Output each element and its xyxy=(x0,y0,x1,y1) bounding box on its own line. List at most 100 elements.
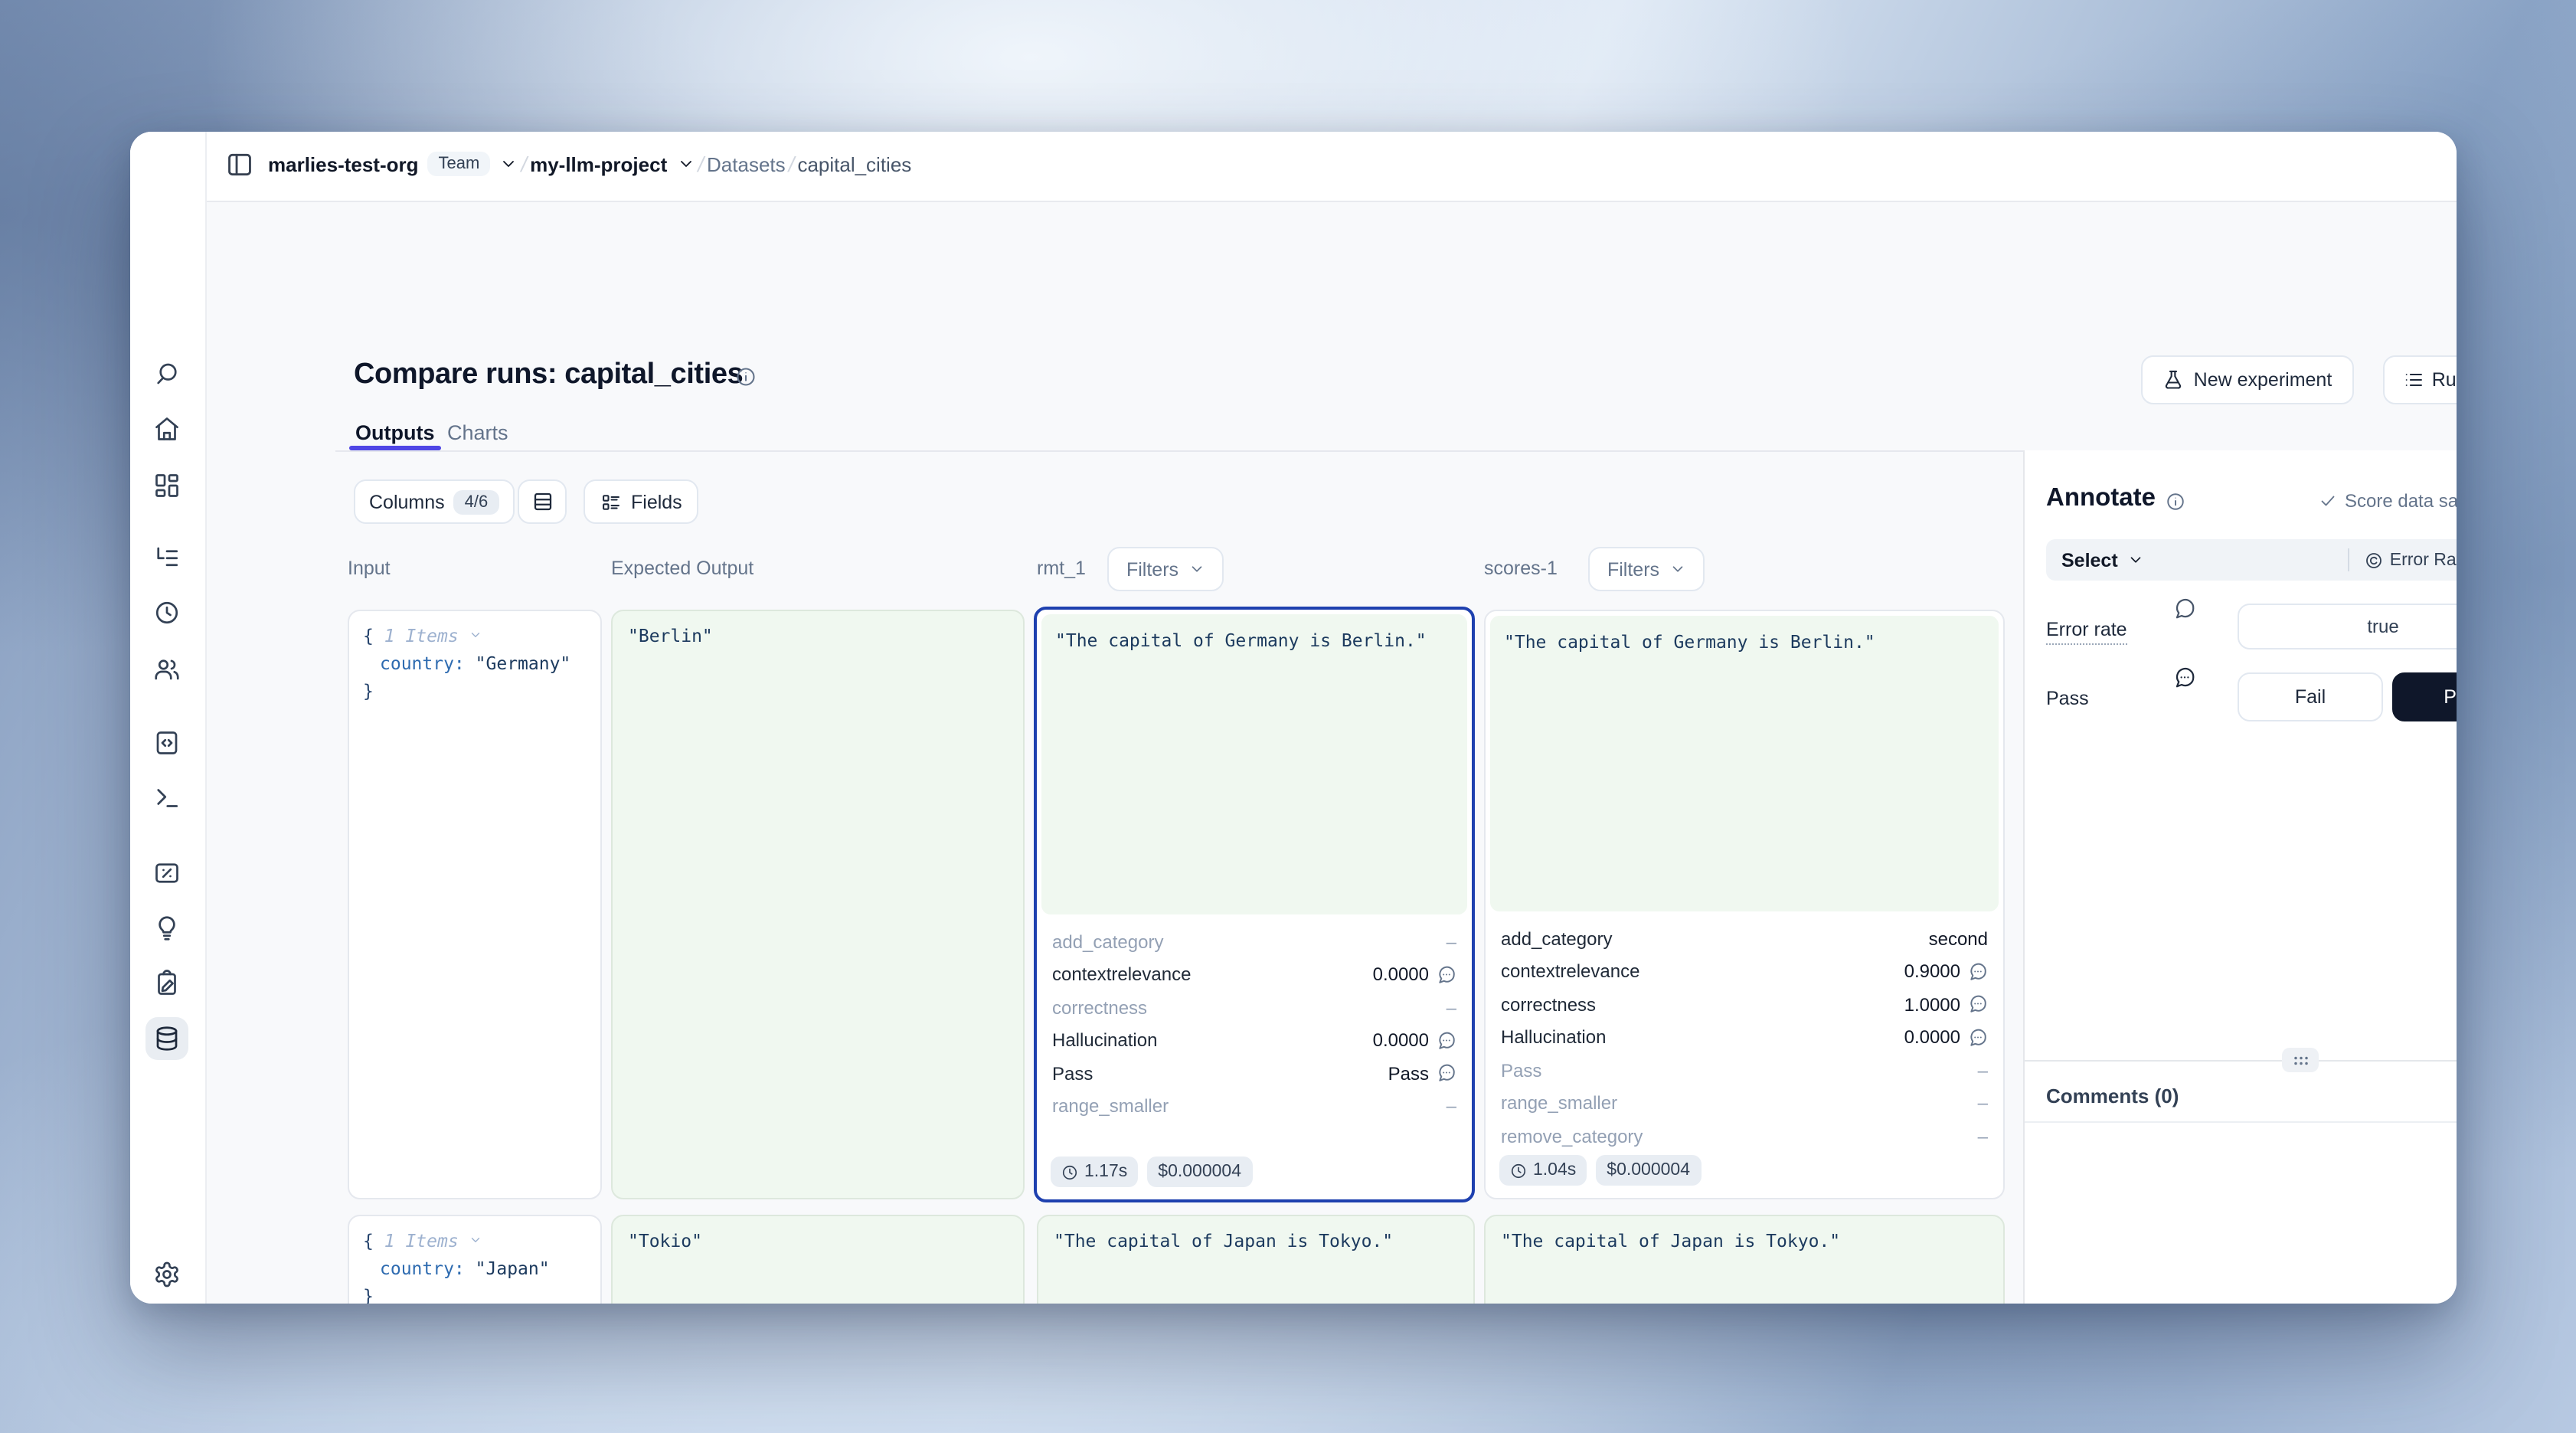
run2-filters-button[interactable]: Filters xyxy=(1588,547,1705,591)
row-height-icon xyxy=(533,492,551,511)
json-items-toggle[interactable]: 1 Items xyxy=(384,1230,459,1251)
run-output-text: "The capital of Japan is Tokyo." xyxy=(1054,1230,1394,1251)
score-comment-icon[interactable] xyxy=(1437,1064,1456,1084)
circle-c-icon xyxy=(2366,552,2382,568)
breadcrumb-separator: / xyxy=(521,152,528,176)
flask-icon xyxy=(2166,370,2182,389)
expected-output-cell-row2[interactable]: "Tokio" xyxy=(611,1215,1025,1304)
score-comment-icon[interactable] xyxy=(1968,962,1988,982)
run1-cell-row1[interactable]: "The capital of Germany is Berlin." add_… xyxy=(1034,607,1475,1202)
fields-button[interactable]: Fields xyxy=(584,479,699,524)
breadcrumb-project[interactable]: my-llm-project xyxy=(530,152,695,175)
chevron-down-icon xyxy=(680,161,691,167)
pass-fail-button[interactable]: Fail xyxy=(2238,672,2383,721)
latency-chip: 1.04s xyxy=(1499,1155,1587,1186)
chevron-down-icon xyxy=(1672,566,1682,572)
row-height-button[interactable] xyxy=(518,479,567,524)
divider xyxy=(2348,548,2350,571)
breadcrumb-dataset-name[interactable]: capital_cities xyxy=(797,152,912,175)
score-comment-icon[interactable] xyxy=(1968,995,1988,1015)
columns-count-badge: 4/6 xyxy=(453,489,499,514)
score-comment-icon[interactable] xyxy=(1968,1028,1988,1048)
runs-button[interactable]: Runs 2 xyxy=(2383,355,2457,404)
clock-icon xyxy=(1062,1164,1077,1179)
comment-bubble-dots-icon[interactable] xyxy=(2173,666,2196,689)
expected-output-cell-row1[interactable]: "Berlin" xyxy=(611,610,1025,1199)
clock-icon xyxy=(1511,1163,1526,1178)
comment-bubble-icon[interactable] xyxy=(2173,597,2196,620)
json-items-toggle[interactable]: 1 Items xyxy=(384,625,459,646)
score-select-bar: Select Error Rate Pass xyxy=(2046,539,2457,581)
json-key: country: xyxy=(380,1257,465,1279)
sidebar-toggle-icon[interactable] xyxy=(225,150,254,179)
json-value: "Germany" xyxy=(475,652,571,674)
chevron-down-icon xyxy=(472,1238,480,1242)
app-window: marlies-test-org Team / my-llm-project /… xyxy=(130,132,2457,1304)
save-status: Score data saved xyxy=(2319,490,2457,512)
tab-charts[interactable]: Charts xyxy=(447,421,508,444)
breadcrumb-datasets[interactable]: Datasets xyxy=(707,152,786,175)
app-header: marlies-test-org Team / my-llm-project /… xyxy=(130,132,2457,202)
save-status-label: Score data saved xyxy=(2345,490,2457,512)
score-comment-icon[interactable] xyxy=(1437,965,1456,985)
annotation-icon[interactable] xyxy=(145,962,188,1005)
project-name: my-llm-project xyxy=(530,152,668,175)
fields-label: Fields xyxy=(631,491,682,512)
error-rate-value-input[interactable] xyxy=(2238,604,2457,649)
info-icon[interactable] xyxy=(735,366,757,388)
comments-divider xyxy=(2025,1121,2457,1123)
run-output-text: "The capital of Germany is Berlin." xyxy=(1055,630,1427,651)
score-config-badge-error-rate[interactable]: Error Rate xyxy=(2365,551,2457,569)
chevron-down-icon xyxy=(503,161,515,167)
prompts-icon[interactable] xyxy=(145,721,188,764)
input-cell-row1[interactable]: { 1 Items country: "Germany" } xyxy=(348,610,602,1199)
panel-divider xyxy=(2025,1060,2457,1062)
datasets-icon[interactable] xyxy=(145,1017,188,1060)
sessions-icon[interactable] xyxy=(145,591,188,634)
expected-output-text: "Tokio" xyxy=(628,1230,702,1251)
comments-heading: Comments (0) xyxy=(2046,1085,2179,1107)
home-icon[interactable] xyxy=(145,407,188,450)
input-cell-row2[interactable]: { 1 Items country: "Japan" } xyxy=(348,1215,602,1304)
cost-chip: $0.000004 xyxy=(1147,1157,1253,1187)
filters-label: Filters xyxy=(1607,558,1660,580)
breadcrumb-org[interactable]: marlies-test-org Team xyxy=(268,152,518,176)
settings-gear-icon[interactable] xyxy=(145,1253,188,1296)
new-experiment-button[interactable]: New experiment xyxy=(2141,355,2354,404)
json-close-brace: } xyxy=(363,1284,374,1304)
run2-cell-row2[interactable]: "The capital of Japan is Tokyo." xyxy=(1484,1215,2005,1304)
evaluation-icon[interactable] xyxy=(145,852,188,895)
grip-dots-icon xyxy=(2293,1055,2307,1065)
json-open-brace: { xyxy=(363,1230,374,1251)
chevron-down-icon xyxy=(1191,566,1201,572)
json-close-brace: } xyxy=(363,679,374,702)
run1-filters-button[interactable]: Filters xyxy=(1107,547,1224,591)
active-tab-underline xyxy=(349,446,441,450)
score-comment-icon[interactable] xyxy=(1437,1031,1456,1051)
columns-button[interactable]: Columns 4/6 xyxy=(354,479,515,524)
run1-cell-row2[interactable]: "The capital of Japan is Tokyo." xyxy=(1037,1215,1475,1304)
table-row2-clip: { 1 Items country: "Japan" } "Tokio" "Th… xyxy=(335,1215,2023,1304)
cost-chip: $0.000004 xyxy=(1596,1155,1702,1186)
runs-list-icon xyxy=(2405,373,2422,387)
users-icon[interactable] xyxy=(145,648,188,691)
playground-icon[interactable] xyxy=(145,777,188,820)
tab-outputs[interactable]: Outputs xyxy=(355,421,435,444)
dashboard-icon[interactable] xyxy=(145,464,188,507)
latency-chip: 1.17s xyxy=(1051,1157,1139,1187)
tracing-icon[interactable] xyxy=(145,536,188,579)
cell-metrics: 1.17s $0.000004 xyxy=(1051,1157,1253,1187)
llm-judge-icon[interactable] xyxy=(145,907,188,950)
score-field-label-error-rate: Error rate xyxy=(2046,619,2127,645)
search-icon[interactable] xyxy=(145,352,188,395)
pass-pass-button[interactable]: Pass xyxy=(2392,672,2457,721)
info-icon[interactable] xyxy=(2166,492,2185,512)
sidebar-rail xyxy=(130,132,207,1304)
column-header-run2: scores-1 xyxy=(1484,558,1558,579)
run-output-box: "The capital of Germany is Berlin." xyxy=(1490,616,1999,911)
column-header-input: Input xyxy=(348,558,391,579)
score-select-dropdown[interactable]: Select xyxy=(2061,549,2144,571)
resize-grip-handle[interactable] xyxy=(2282,1048,2319,1072)
run2-cell-row1[interactable]: "The capital of Germany is Berlin." add_… xyxy=(1484,610,2005,1199)
